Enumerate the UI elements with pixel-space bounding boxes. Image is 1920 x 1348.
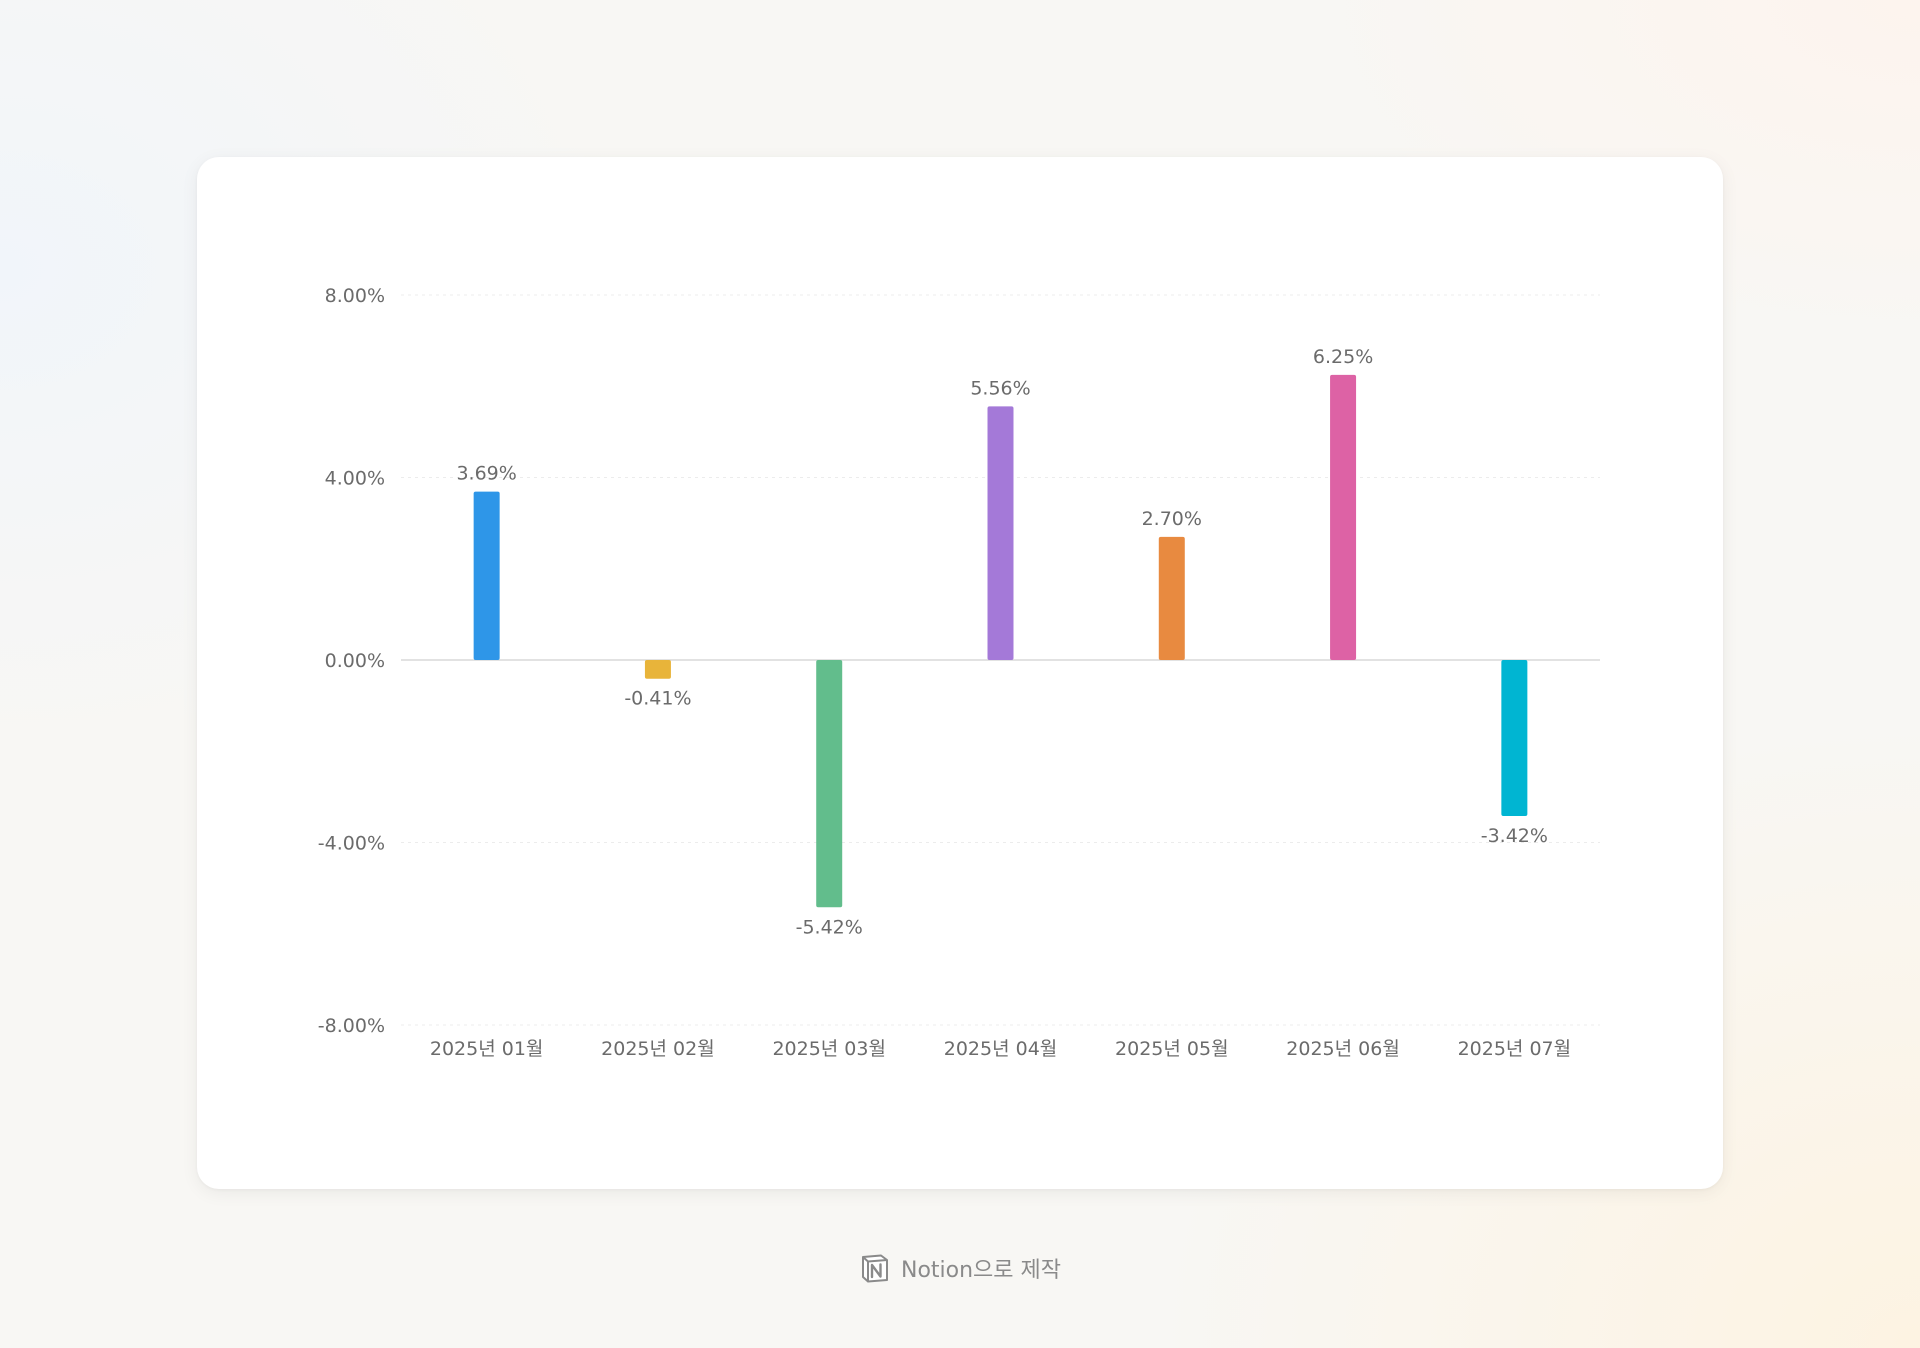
bars [473,374,1528,908]
x-axis-categories: 2025년 01월 2025년 02월 2025년 03월 2025년 04월 2025… [430,1038,1571,1060]
bar[interactable] [1501,660,1528,817]
x-category-label: 2025년 07월 [1458,1038,1572,1060]
y-axis-ticks: 8.00% 4.00% 0.00% -4.00% -8.00% [318,285,385,1037]
x-category-label: 2025년 01월 [430,1038,544,1060]
y-tick-label: 8.00% [325,285,385,307]
bar[interactable] [1158,536,1185,660]
bar[interactable] [473,491,500,660]
data-label: -5.42% [796,916,863,938]
bar[interactable] [816,660,843,908]
bar[interactable] [987,406,1014,660]
data-label: 3.69% [456,463,516,485]
y-tick-label: 0.00% [325,650,385,672]
data-label: 5.56% [970,377,1030,399]
data-label: 2.70% [1142,508,1202,530]
x-category-label: 2025년 02월 [601,1038,715,1060]
bar-chart: 8.00% 4.00% 0.00% -4.00% -8.00% 3.69% -0.41% -… [318,285,1600,1060]
notion-logo-icon [861,1254,888,1283]
data-label: 6.25% [1313,346,1373,368]
y-tick-label: -8.00% [318,1015,385,1037]
data-label: -0.41% [624,688,691,710]
data-label: -3.42% [1481,825,1548,847]
data-labels: 3.69% -0.41% -5.42% 5.56% 2.70% 6.25% -3.42% [456,346,1548,938]
chart-card: 8.00% 4.00% 0.00% -4.00% -8.00% 3.69% -0.41% -… [197,157,1723,1189]
bar[interactable] [1330,374,1357,660]
x-category-label: 2025년 05월 [1115,1038,1229,1060]
footer[interactable]: Notion으로 제작 [0,1248,1920,1288]
x-category-label: 2025년 06월 [1286,1038,1400,1060]
footer-text: Notion으로 제작 [900,1258,1061,1283]
bar[interactable] [644,660,671,679]
x-category-label: 2025년 03월 [772,1038,886,1060]
y-tick-label: -4.00% [318,833,385,855]
x-category-label: 2025년 04월 [944,1038,1058,1060]
y-tick-label: 4.00% [325,468,385,490]
